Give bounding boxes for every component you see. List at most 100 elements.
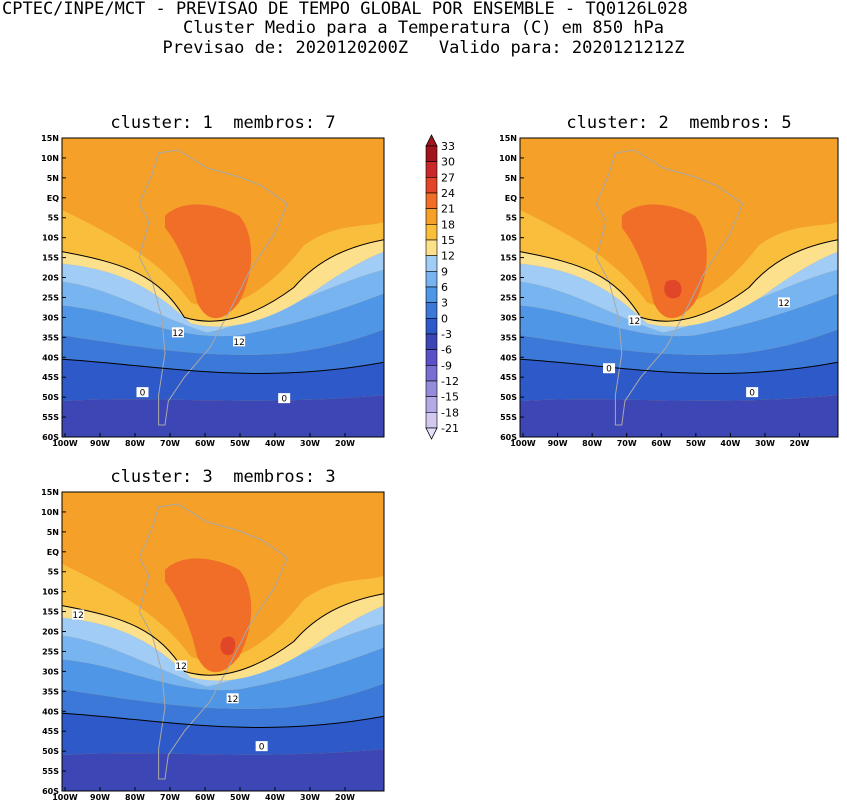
- colorbar-swatch: [425, 208, 438, 225]
- colorbar-swatch: [425, 271, 438, 288]
- colorbar-swatch: [425, 380, 438, 397]
- isoline-12: [61, 593, 385, 676]
- contour-label: 12: [172, 329, 183, 339]
- colorbar-label: 9: [441, 265, 448, 278]
- colorbar-swatch: [425, 224, 438, 241]
- continent-outline: [138, 503, 289, 780]
- lat-label: 40S: [42, 353, 59, 362]
- temperature-band: [62, 683, 384, 728]
- lat-label: 5N: [47, 528, 59, 537]
- lat-label: 15N: [41, 134, 59, 143]
- lat-label: 50S: [42, 393, 59, 402]
- colorbar-swatch: [425, 365, 438, 382]
- lon-label: 40W: [720, 439, 740, 448]
- lat-label: 40S: [42, 707, 59, 716]
- lat-label: 25S: [42, 647, 59, 656]
- lat-label: 20S: [42, 274, 59, 283]
- lat-label: 55S: [42, 413, 59, 422]
- contour-label: 12: [629, 317, 640, 327]
- lat-label: 5S: [506, 214, 518, 223]
- colorbar-label: 21: [441, 203, 455, 216]
- lat-label: 45S: [42, 373, 59, 382]
- colorbar-swatch: [425, 177, 438, 194]
- contour-label-bg: [255, 741, 268, 752]
- temperature-band: [62, 329, 384, 374]
- temperature-band: [621, 204, 707, 319]
- contour-label: 0: [281, 395, 287, 405]
- lon-label: 70W: [617, 439, 637, 448]
- temperature-band: [520, 329, 838, 374]
- colorbar-swatch: [425, 239, 438, 256]
- temperature-band: [62, 605, 384, 687]
- temperature-band: [62, 623, 384, 691]
- colorbar-label: -9: [441, 359, 452, 372]
- lon-label: 20W: [335, 793, 355, 802]
- header-subtitle: Cluster Medio para a Temperatura (C) em …: [182, 18, 665, 38]
- colorbar-swatch: [425, 302, 438, 319]
- lon-label: 40W: [265, 793, 285, 802]
- colorbar-label: 12: [441, 250, 455, 263]
- temperature-band: [520, 251, 838, 333]
- lat-label: 5S: [48, 214, 60, 223]
- lat-label: 45S: [42, 727, 59, 736]
- contour-label-bg: [226, 693, 239, 704]
- temperature-band: [62, 647, 384, 709]
- map-frame: [519, 137, 839, 438]
- panel-title-cluster-2: cluster: 2 membros: 5: [566, 113, 792, 133]
- map-panel-cluster-2: 15N 10N 5N EQ 5S 10S 15S 20S 25S 30S 35S 40S 45S 50S 5…: [499, 134, 839, 448]
- lat-label: 60S: [42, 433, 59, 442]
- colorbar-swatch: [425, 145, 438, 162]
- lon-label: 90W: [548, 439, 568, 448]
- lon-label: 50W: [230, 793, 250, 802]
- lon-label: 80W: [125, 793, 145, 802]
- lon-label: 60W: [195, 793, 215, 802]
- lon-label: 90W: [90, 793, 110, 802]
- colorbar-label: 27: [441, 171, 455, 184]
- isoline-12: [61, 239, 385, 322]
- contour-label: 0: [259, 743, 265, 753]
- colorbar-label: 6: [441, 281, 448, 294]
- colorbar-label: 3: [441, 297, 448, 310]
- lat-label: 35S: [42, 687, 59, 696]
- lon-label: 60W: [195, 439, 215, 448]
- lat-label: 50S: [42, 747, 59, 756]
- lat-label: EQ: [47, 548, 59, 557]
- lat-label: 30S: [500, 313, 517, 322]
- lat-label: 55S: [42, 767, 59, 776]
- colorbar-swatch: [425, 318, 438, 335]
- temperature-band: [520, 269, 838, 337]
- colorbar-label: 30: [441, 156, 455, 169]
- colorbar-label: 15: [441, 234, 455, 247]
- lat-label: 10S: [500, 234, 517, 243]
- isoline-0: [61, 712, 385, 728]
- lat-label: 15S: [42, 254, 59, 263]
- continent-outline: [595, 149, 744, 426]
- isoline-0: [61, 358, 385, 374]
- temperature-band: [62, 209, 384, 322]
- lon-label: 50W: [230, 439, 250, 448]
- temperature-band: [520, 209, 838, 322]
- lon-label: 90W: [90, 439, 110, 448]
- colorbar-swatch: [425, 161, 438, 178]
- colorbar-swatch: [425, 349, 438, 366]
- contour-label: 12: [227, 695, 238, 705]
- colorbar-label: 0: [441, 312, 448, 325]
- lat-label: 10N: [499, 154, 517, 163]
- temperature-band: [520, 395, 838, 437]
- colorbar-label: -21: [441, 422, 459, 435]
- colorbar-swatch: [425, 396, 438, 413]
- contour-label: 12: [72, 611, 83, 621]
- map-frame: [61, 491, 385, 792]
- contour-label: 12: [175, 662, 186, 672]
- lat-label: 30S: [42, 667, 59, 676]
- map-panel-cluster-1: 15N 10N 5N EQ 5S 10S 15S 20S 25S 30S 35S 40S 45S 50S 5…: [41, 134, 385, 448]
- lat-label: 30S: [42, 313, 59, 322]
- colorbar-label: 24: [441, 187, 455, 200]
- temperature-band: [220, 636, 236, 656]
- colorbar-swatch: [425, 412, 438, 429]
- lat-label: 60S: [42, 787, 59, 796]
- lon-label: 100W: [52, 793, 78, 802]
- lat-label: 5S: [48, 568, 60, 577]
- temperature-band: [62, 749, 384, 791]
